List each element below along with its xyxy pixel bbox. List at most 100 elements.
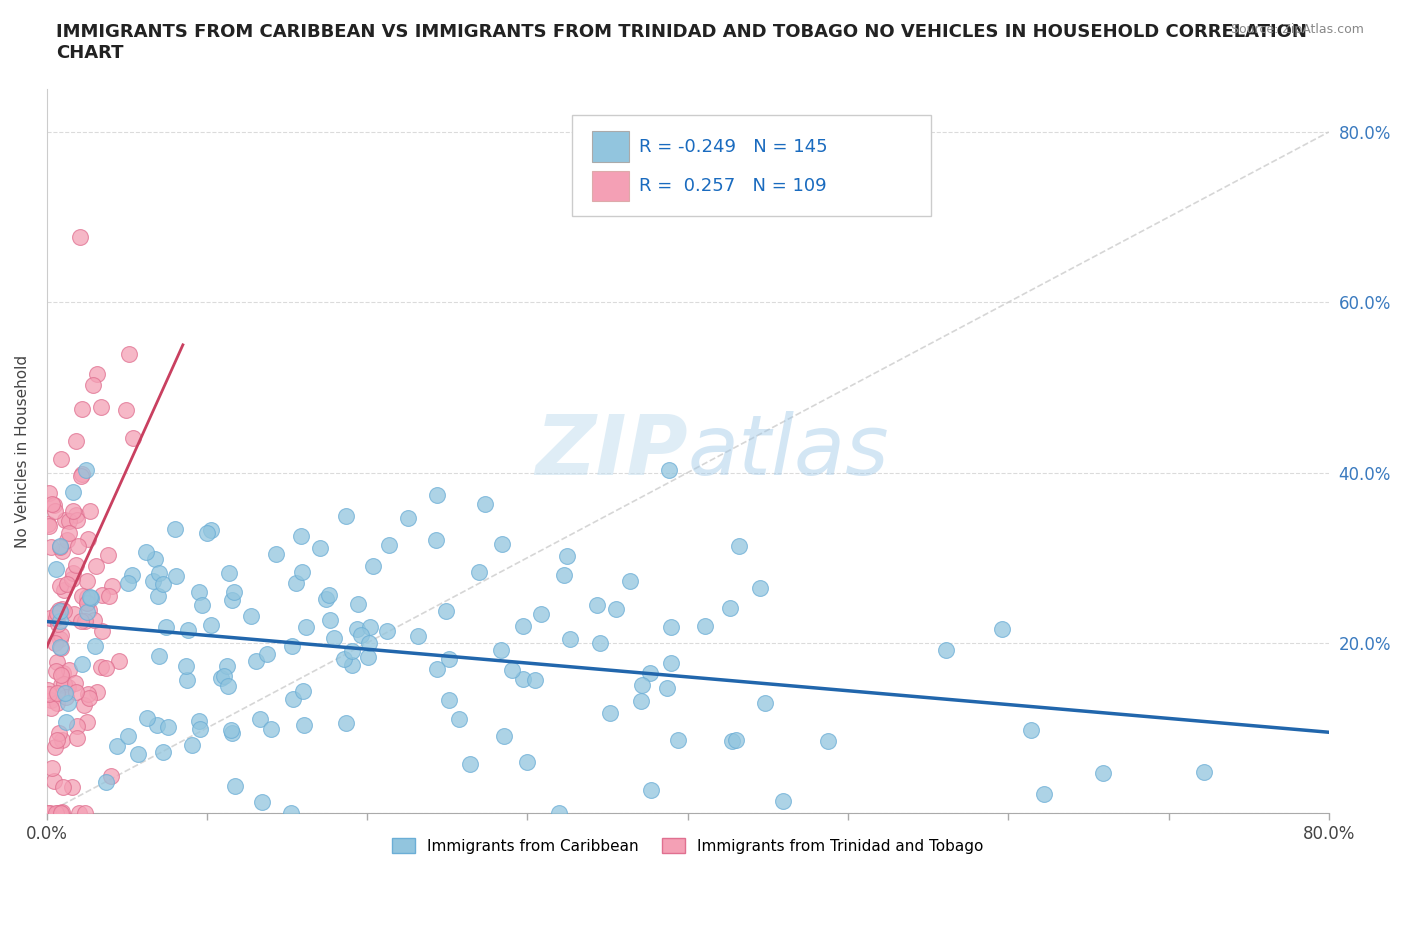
Point <box>49 668 72 683</box>
Point <box>45 655 67 670</box>
Point <box>70 469 93 484</box>
Point <box>101 578 124 593</box>
Point <box>754 695 776 710</box>
Point <box>52 666 75 681</box>
Point <box>523 672 546 687</box>
Point <box>1019 723 1042 737</box>
Point <box>661 619 683 634</box>
Point <box>60 572 83 587</box>
Point <box>332 651 354 666</box>
Point <box>79 590 101 604</box>
Point <box>512 671 534 686</box>
Point <box>86 684 108 699</box>
Point <box>425 532 447 547</box>
Point <box>65 684 87 699</box>
Point <box>44 503 66 518</box>
Point <box>91 624 114 639</box>
Point <box>426 488 449 503</box>
Point <box>117 728 139 743</box>
Y-axis label: No Vehicles in Household: No Vehicles in Household <box>15 354 30 548</box>
Point <box>772 793 794 808</box>
Point <box>491 537 513 551</box>
Point <box>100 769 122 784</box>
Point <box>605 602 627 617</box>
Point <box>77 690 100 705</box>
Point <box>501 662 523 677</box>
Point <box>361 559 384 574</box>
Point <box>174 658 197 673</box>
Point <box>148 649 170 664</box>
Point <box>76 594 98 609</box>
Point <box>53 582 76 597</box>
Point <box>143 551 166 566</box>
Point <box>121 567 143 582</box>
Point <box>359 635 381 650</box>
Point <box>589 636 612 651</box>
Point <box>55 577 77 591</box>
FancyBboxPatch shape <box>592 171 628 201</box>
Point <box>66 719 89 734</box>
Point <box>53 676 76 691</box>
Point <box>70 467 93 482</box>
Point <box>38 485 60 500</box>
Point <box>292 684 315 698</box>
Point <box>512 618 534 633</box>
Point <box>63 676 86 691</box>
Point <box>335 715 357 730</box>
Point <box>94 660 117 675</box>
Point <box>222 585 245 600</box>
Point <box>309 540 332 555</box>
Point <box>281 639 304 654</box>
Point <box>529 607 551 622</box>
Point <box>335 509 357 524</box>
Point <box>165 568 187 583</box>
Point <box>224 778 246 793</box>
Point <box>188 585 211 600</box>
Point <box>72 657 94 671</box>
Point <box>51 543 73 558</box>
Point <box>62 485 84 499</box>
Point <box>45 664 67 679</box>
Point <box>197 525 219 540</box>
Point <box>555 549 578 564</box>
Point <box>75 462 97 477</box>
Point <box>458 756 481 771</box>
Point <box>318 588 340 603</box>
Point <box>558 631 581 646</box>
Point <box>219 723 242 737</box>
Point <box>46 685 69 700</box>
Point <box>256 646 278 661</box>
Point <box>49 805 72 820</box>
Point <box>1192 764 1215 779</box>
Point <box>638 666 661 681</box>
Point <box>720 734 742 749</box>
Point <box>1091 766 1114 781</box>
Point <box>46 617 69 631</box>
Point <box>240 608 263 623</box>
Point <box>97 547 120 562</box>
Point <box>65 507 87 522</box>
Point <box>284 576 307 591</box>
Point <box>49 640 72 655</box>
Point <box>426 662 449 677</box>
Point <box>439 652 461 667</box>
Point <box>62 565 84 580</box>
Point <box>51 805 73 820</box>
Point <box>218 565 240 580</box>
Point <box>48 725 70 740</box>
Point <box>436 604 458 618</box>
Point <box>51 601 73 616</box>
Point <box>39 540 62 555</box>
Point <box>37 805 59 820</box>
Point <box>666 732 689 747</box>
Point <box>45 562 67 577</box>
Point <box>94 775 117 790</box>
Point <box>69 229 91 244</box>
Point <box>474 497 496 512</box>
Point <box>640 783 662 798</box>
Point <box>39 805 62 820</box>
Point <box>77 603 100 618</box>
Point <box>56 533 79 548</box>
Point <box>76 715 98 730</box>
Point <box>67 805 90 820</box>
